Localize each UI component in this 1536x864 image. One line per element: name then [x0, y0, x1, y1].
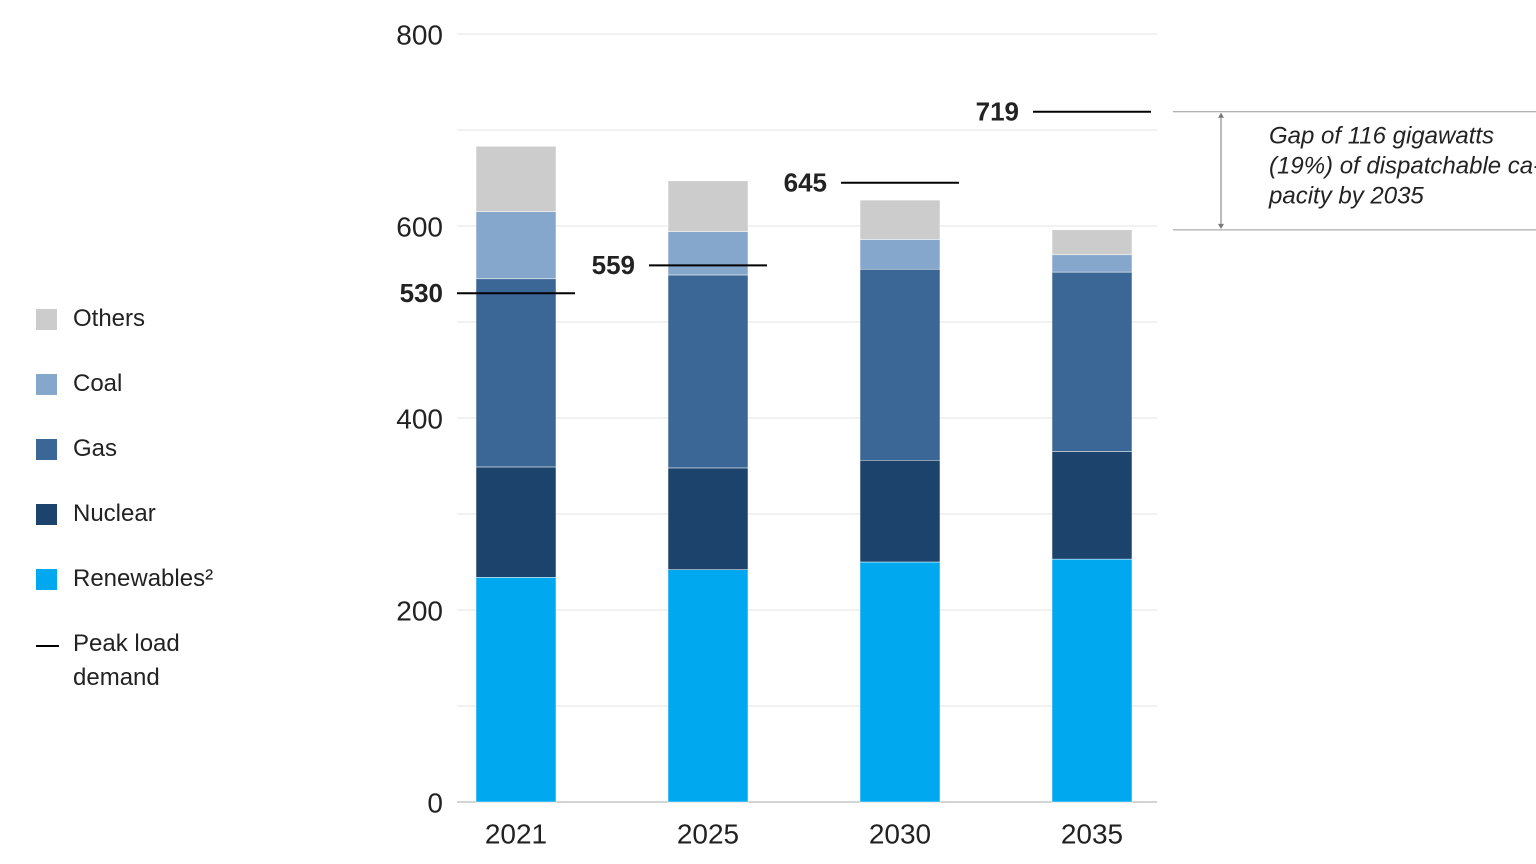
y-tick-label: 800	[396, 19, 443, 50]
bar-segment	[667, 180, 749, 233]
legend-item: Gas	[36, 435, 213, 501]
legend-item: Nuclear	[36, 500, 213, 566]
legend-line	[36, 645, 59, 647]
bar-segment	[475, 146, 557, 212]
bar-segment	[475, 278, 557, 468]
y-tick-label: 400	[396, 403, 443, 434]
bar-segment	[1051, 271, 1133, 452]
x-tick-label: 2021	[485, 818, 547, 849]
bar-segment	[667, 569, 749, 803]
bar-segment	[667, 274, 749, 469]
bar-segment	[667, 467, 749, 570]
peak-load-label: 719	[976, 97, 1019, 127]
legend-item: Renewables²	[36, 565, 213, 631]
annotation: (19%) of dispatchable ca-	[1269, 152, 1536, 179]
legend-swatch	[36, 374, 57, 395]
peak-load-label: 645	[784, 168, 827, 198]
bar-segment	[667, 231, 749, 276]
bar-segment	[1051, 558, 1133, 803]
legend-item: Others	[36, 305, 213, 371]
bar-segment	[1051, 451, 1133, 560]
legend-swatch	[36, 309, 57, 330]
y-tick-label: 0	[427, 787, 443, 818]
legend-label: Renewables²	[73, 565, 214, 592]
bar-segment	[1051, 229, 1133, 256]
legend-label: Others	[73, 305, 146, 332]
legend-label: Coal	[73, 370, 123, 397]
bar-segment	[1051, 254, 1133, 273]
bar-segment	[859, 239, 941, 270]
legend: Others Coal Gas Nuclear Renewables² Peak load…	[36, 305, 213, 696]
bar-segment	[859, 561, 941, 803]
y-tick-label: 200	[396, 595, 443, 626]
legend-item: Peak load demand	[36, 630, 213, 696]
annotation: pacity by 2035	[1268, 182, 1424, 209]
bar-segment	[859, 199, 941, 240]
y-tick-label: 600	[396, 211, 443, 242]
legend-label: Gas	[73, 435, 118, 462]
x-tick-label: 2025	[677, 818, 739, 849]
bar-segment	[859, 459, 941, 563]
peak-load-label: 530	[400, 278, 443, 308]
bar-segment	[475, 211, 557, 280]
x-tick-label: 2035	[1061, 818, 1123, 849]
legend-item: Coal	[36, 370, 213, 436]
legend-label: Nuclear	[73, 500, 156, 527]
annotation: Gap of 116 gigawatts	[1269, 122, 1494, 149]
legend-label: Peak load demand	[73, 630, 180, 691]
legend-swatch	[36, 569, 57, 590]
legend-swatch	[36, 439, 57, 460]
bar-segment	[475, 466, 557, 578]
bar-segment	[475, 577, 557, 803]
x-tick-label: 2030	[869, 818, 931, 849]
bar-segment	[859, 268, 941, 461]
peak-load-label: 559	[592, 250, 635, 280]
legend-swatch	[36, 504, 57, 525]
